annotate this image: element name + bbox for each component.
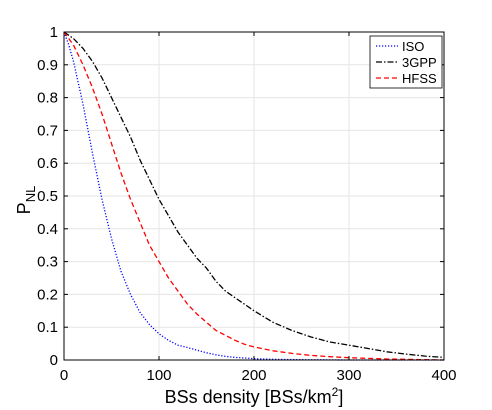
series-layer	[63, 31, 445, 361]
x-axis-label-end: ]	[338, 387, 343, 407]
series-line-3gpp	[63, 31, 445, 359]
x-tick-label: 0	[60, 367, 68, 384]
y-axis-label-main: P	[14, 202, 34, 214]
y-tick-label: 1	[50, 24, 58, 41]
y-tick-label: 0.7	[37, 122, 58, 139]
y-tick-label: 0.5	[37, 188, 58, 205]
x-tick-label: 100	[146, 367, 171, 384]
series-line-hfss	[63, 31, 445, 361]
y-tick-label: 0.6	[37, 155, 58, 172]
y-tick-label: 0.4	[37, 221, 58, 238]
legend-label-iso: ISO	[402, 39, 424, 54]
y-tick-label: 0.3	[37, 254, 58, 271]
legend: ISO 3GPP HFSS	[369, 35, 443, 89]
y-tick-label: 0.8	[37, 90, 58, 107]
x-axis-label-sup: 2	[332, 385, 339, 399]
y-tick-label: 0	[50, 352, 58, 369]
y-tick-label: 0.1	[37, 319, 58, 336]
x-axis-label-main: BSs density [BSs/km	[165, 387, 332, 407]
axis-ticks: 0 100 200 300 400 0 0.1 0.2 0.3 0.4 0.5 0.6 0.7 0.8 0.…	[37, 24, 456, 384]
x-axis-label: BSs density [BSs/km2]	[165, 385, 344, 407]
legend-label-3gpp: 3GPP	[402, 55, 437, 70]
y-axis-label: PNL	[14, 186, 38, 215]
series-line-iso	[63, 31, 444, 361]
x-tick-label: 200	[241, 367, 266, 384]
x-tick-label: 300	[336, 367, 361, 384]
y-tick-label: 0.2	[37, 286, 58, 303]
legend-label-hfss: HFSS	[402, 71, 437, 86]
y-axis-label-sub: NL	[23, 186, 38, 203]
y-tick-label: 0.9	[37, 57, 58, 74]
x-tick-label: 400	[431, 367, 456, 384]
